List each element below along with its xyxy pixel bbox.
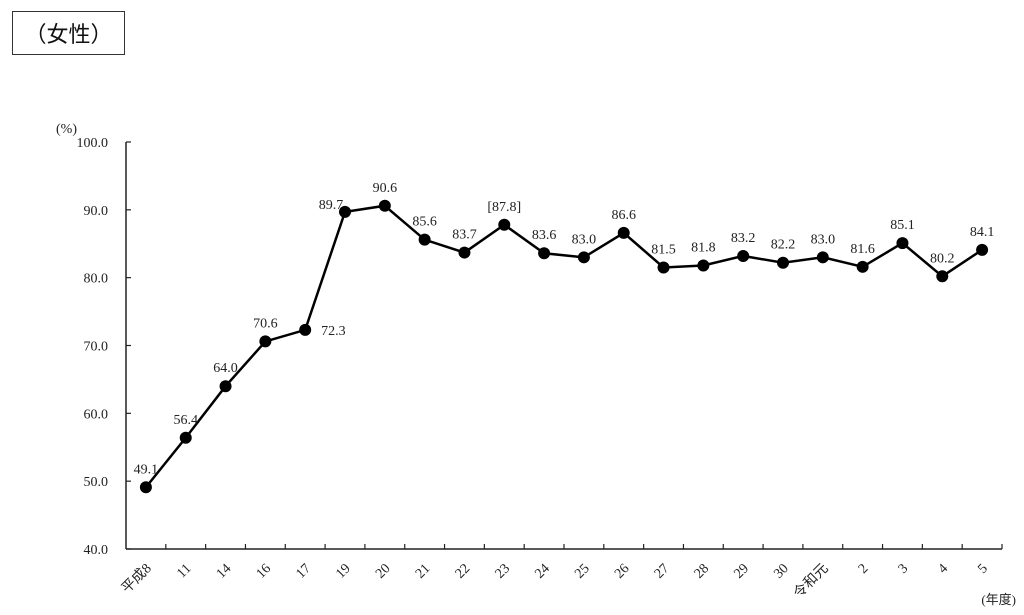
data-label: 83.2: [731, 231, 756, 246]
x-tick-label: 27: [652, 561, 673, 582]
data-point: [617, 226, 630, 239]
data-point: [378, 199, 391, 212]
data-label: 83.6: [532, 228, 557, 243]
data-point: [498, 218, 511, 231]
data-label: 49.1: [134, 462, 159, 477]
y-tick-label: 80.0: [84, 272, 109, 287]
x-tick-label: 19: [333, 561, 354, 582]
data-point: [179, 431, 192, 444]
panel-title: （女性）: [12, 11, 125, 55]
data-label: 83.0: [572, 232, 597, 247]
data-point: [737, 249, 750, 262]
data-label: 90.6: [373, 181, 398, 196]
data-point: [976, 243, 989, 256]
x-tick-label: 17: [294, 561, 315, 582]
data-point: [259, 335, 272, 348]
data-label: 83.7: [452, 228, 477, 243]
data-point: [299, 323, 312, 336]
x-tick-label: 5: [975, 561, 991, 577]
data-label: 85.1: [890, 218, 915, 233]
x-tick-label: 23: [493, 561, 514, 582]
x-tick-label: 30: [771, 561, 792, 582]
data-label: 81.6: [850, 242, 875, 257]
data-point: [657, 261, 670, 274]
data-label: 85.6: [412, 215, 437, 230]
x-tick-label: 21: [413, 561, 434, 582]
x-tick-label: 24: [532, 561, 553, 582]
data-point: [458, 246, 471, 259]
data-label: 83.0: [811, 232, 836, 247]
x-tick-label: 2: [856, 561, 872, 577]
data-point: [697, 259, 710, 272]
data-point: [538, 247, 551, 260]
data-label: 64.0: [213, 361, 238, 376]
data-point: [896, 237, 909, 250]
data-point: [856, 260, 869, 273]
data-label: 80.2: [930, 251, 955, 266]
y-tick-label: 60.0: [84, 407, 109, 422]
data-label: 82.2: [771, 238, 796, 253]
data-label: 72.3: [321, 324, 346, 339]
x-tick-label: 25: [572, 561, 593, 582]
series-line: [144, 204, 983, 489]
x-tick-label: 16: [254, 561, 275, 582]
data-point: [577, 251, 590, 264]
data-label: 81.8: [691, 240, 716, 255]
x-tick-label: 令和元: [791, 561, 832, 602]
y-axis-unit: (%): [56, 122, 77, 137]
data-point: [418, 233, 431, 246]
x-tick-label: 28: [692, 561, 713, 582]
x-tick-label: 3: [896, 561, 912, 577]
x-tick-label: 22: [453, 561, 474, 582]
data-point: [139, 481, 152, 494]
x-axis-unit: (年度): [981, 592, 1016, 607]
data-label: 81.5: [651, 242, 676, 257]
data-point: [936, 270, 949, 283]
data-label: 84.1: [970, 225, 995, 240]
x-tick-label: 4: [936, 561, 952, 577]
x-tick-label: 20: [373, 561, 394, 582]
y-tick-label: 100.0: [77, 136, 109, 151]
data-label: [87.8]: [487, 200, 521, 215]
x-tick-label: 11: [174, 561, 194, 581]
data-point: [219, 380, 232, 393]
x-tick-label: 平成8: [119, 561, 155, 597]
y-tick-label: 90.0: [84, 204, 109, 219]
x-tick-label: 14: [214, 561, 235, 582]
y-tick-label: 70.0: [84, 340, 109, 355]
data-point: [777, 256, 789, 269]
y-tick-label: 50.0: [84, 475, 109, 490]
data-label: 56.4: [173, 413, 198, 428]
data-point: [816, 251, 829, 264]
x-tick-label: 26: [612, 561, 633, 582]
data-label: 70.6: [253, 316, 278, 331]
data-label: 89.7: [319, 198, 344, 213]
data-point: [339, 205, 351, 218]
x-tick-label: 29: [732, 561, 753, 582]
y-tick-label: 40.0: [84, 543, 109, 558]
data-label: 86.6: [611, 208, 636, 223]
